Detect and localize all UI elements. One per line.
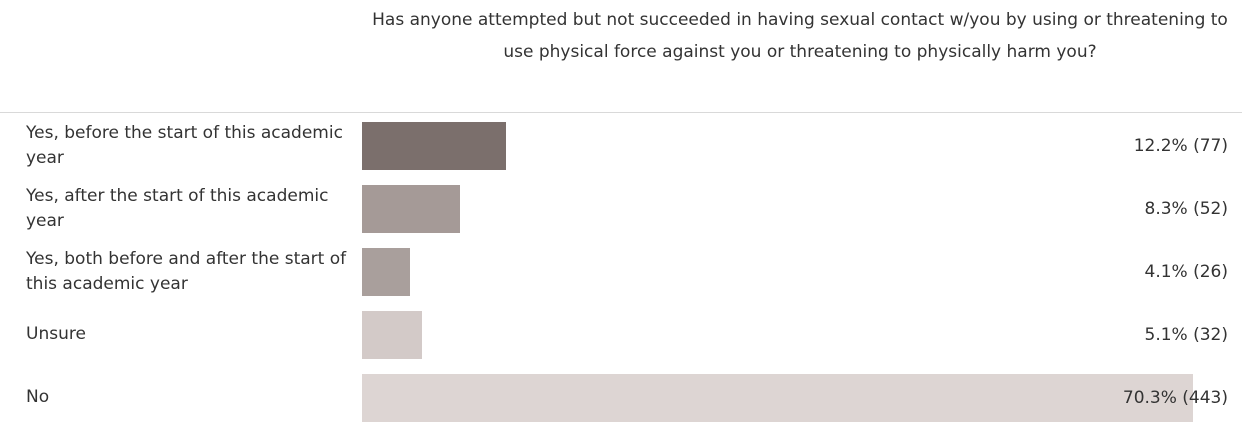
value-label: 4.1% (26) — [1144, 261, 1229, 282]
bar — [362, 121, 507, 170]
value-label: 8.3% (52) — [1144, 198, 1229, 219]
value-label: 70.3% (443) — [1122, 387, 1228, 408]
bar — [362, 373, 1193, 422]
category-label: Yes, both before and after the start of … — [26, 248, 347, 294]
bar — [362, 247, 411, 296]
category-label: Yes, after the start of this academic ye… — [26, 185, 329, 231]
value-label: 12.2% (77) — [1133, 135, 1228, 156]
value-label: 5.1% (32) — [1144, 324, 1229, 345]
chart-title: Has anyone attempted but not succeeded i… — [372, 10, 1228, 62]
bar — [362, 310, 423, 359]
bar — [362, 184, 461, 233]
category-label: Yes, before the start of this academic y… — [26, 122, 343, 168]
category-label: No — [26, 387, 50, 407]
category-label: Unsure — [26, 324, 86, 344]
header-rule — [0, 112, 1242, 113]
